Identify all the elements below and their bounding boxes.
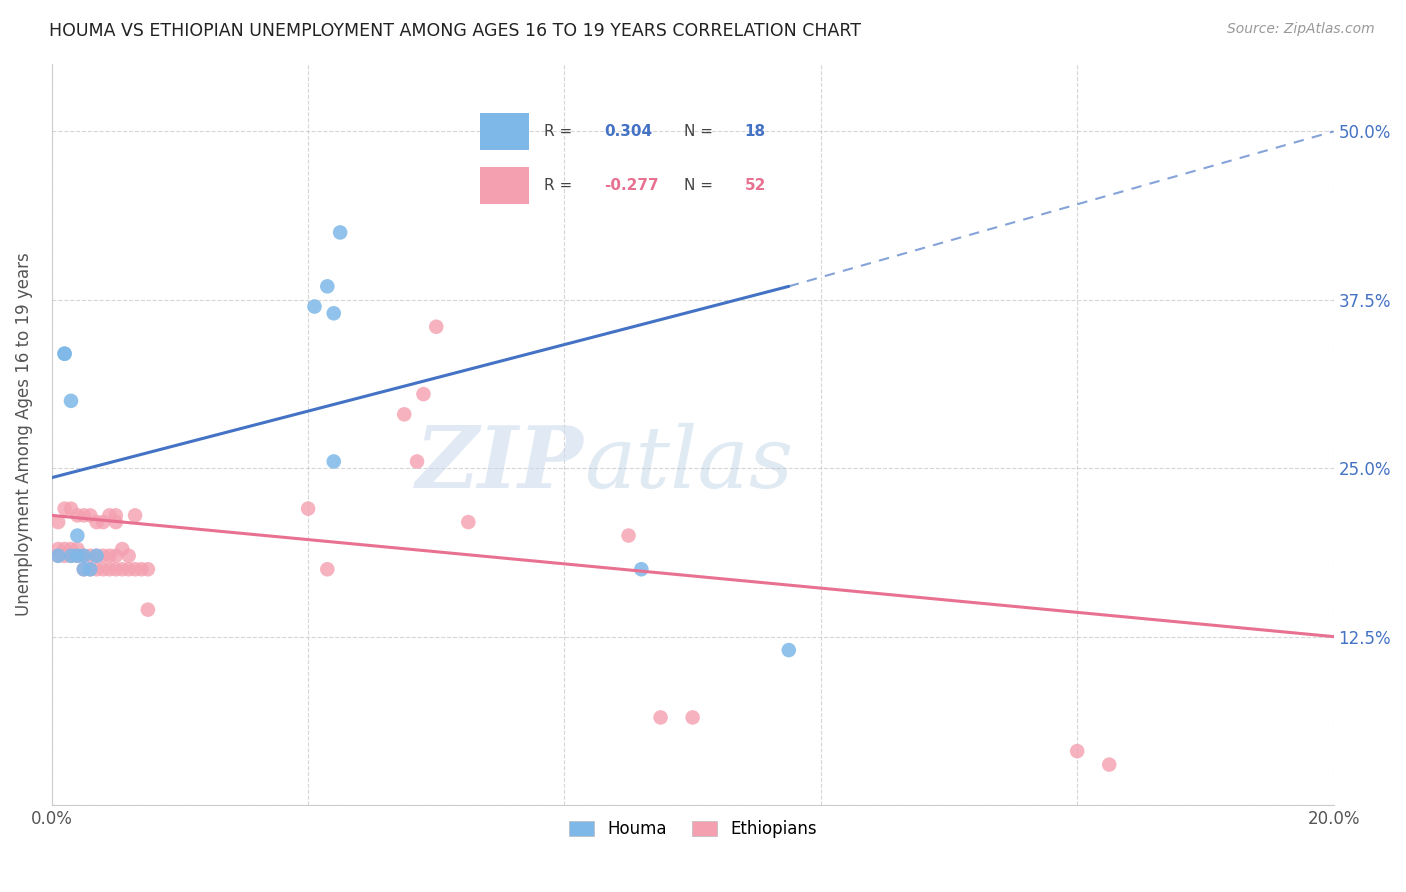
Point — [118, 562, 141, 576]
Point — [73, 562, 96, 576]
Point — [457, 515, 479, 529]
Point — [111, 562, 134, 576]
Point — [118, 549, 141, 563]
Point — [46, 515, 69, 529]
Point — [86, 562, 108, 576]
Point — [98, 562, 121, 576]
Point — [86, 515, 108, 529]
Point — [104, 515, 127, 529]
Point — [412, 387, 434, 401]
Point — [66, 508, 89, 523]
Text: Source: ZipAtlas.com: Source: ZipAtlas.com — [1227, 22, 1375, 37]
Point — [111, 542, 134, 557]
Point — [322, 454, 344, 468]
Point — [53, 542, 76, 557]
Point — [79, 549, 101, 563]
Point — [316, 562, 339, 576]
Point — [425, 319, 447, 334]
Point — [650, 710, 672, 724]
Point — [66, 528, 89, 542]
Point — [394, 407, 416, 421]
Point — [304, 300, 326, 314]
Point — [53, 347, 76, 361]
Legend: Houma, Ethiopians: Houma, Ethiopians — [562, 814, 823, 845]
Point — [1066, 744, 1088, 758]
Point — [406, 454, 429, 468]
Point — [98, 549, 121, 563]
Text: HOUMA VS ETHIOPIAN UNEMPLOYMENT AMONG AGES 16 TO 19 YEARS CORRELATION CHART: HOUMA VS ETHIOPIAN UNEMPLOYMENT AMONG AG… — [49, 22, 862, 40]
Point — [329, 226, 352, 240]
Point — [124, 562, 146, 576]
Point — [682, 710, 704, 724]
Point — [79, 562, 101, 576]
Point — [79, 508, 101, 523]
Point — [136, 602, 159, 616]
Point — [59, 549, 82, 563]
Point — [104, 549, 127, 563]
Point — [59, 501, 82, 516]
Point — [778, 643, 800, 657]
Point — [53, 347, 76, 361]
Point — [59, 542, 82, 557]
Point — [59, 549, 82, 563]
Point — [630, 562, 652, 576]
Text: ZIP: ZIP — [416, 423, 583, 506]
Point — [46, 549, 69, 563]
Point — [98, 508, 121, 523]
Point — [316, 279, 339, 293]
Point — [59, 393, 82, 408]
Point — [91, 562, 114, 576]
Point — [53, 501, 76, 516]
Point — [73, 549, 96, 563]
Point — [53, 549, 76, 563]
Point — [104, 508, 127, 523]
Point — [131, 562, 153, 576]
Point — [46, 542, 69, 557]
Point — [66, 549, 89, 563]
Point — [66, 542, 89, 557]
Point — [136, 562, 159, 576]
Point — [79, 562, 101, 576]
Point — [73, 508, 96, 523]
Point — [86, 549, 108, 563]
Point — [46, 549, 69, 563]
Point — [91, 515, 114, 529]
Point — [73, 562, 96, 576]
Y-axis label: Unemployment Among Ages 16 to 19 years: Unemployment Among Ages 16 to 19 years — [15, 252, 32, 616]
Point — [124, 508, 146, 523]
Point — [1098, 757, 1121, 772]
Text: atlas: atlas — [583, 423, 793, 506]
Point — [91, 549, 114, 563]
Point — [86, 549, 108, 563]
Point — [73, 549, 96, 563]
Point — [104, 562, 127, 576]
Point — [66, 549, 89, 563]
Point — [322, 306, 344, 320]
Point — [297, 501, 319, 516]
Point — [617, 528, 640, 542]
